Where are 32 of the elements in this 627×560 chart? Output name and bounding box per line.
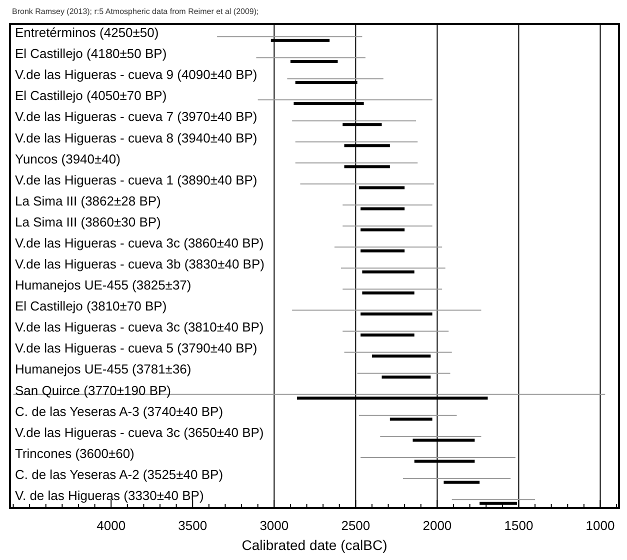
y-tick-label: V.de las Higueras - cueva 3c (3860±40 BP) — [15, 235, 264, 250]
y-tick-label: V.de las Higueras - cueva 5 (3790±40 BP) — [15, 340, 258, 356]
x-tick-label: 3500 — [178, 518, 208, 533]
x-axis-title: Calibrated date (calBC) — [242, 537, 388, 553]
y-tick-label: La Sima III (3860±30 BP) — [15, 214, 161, 230]
y-tick-label: Humanejos UE-455 (3825±37) — [15, 278, 192, 293]
x-tick-label: 1000 — [586, 518, 615, 533]
y-tick-label: V.de las Higueras - cueva 3b (3830±40 BP) — [15, 256, 264, 272]
y-tick-label: Yuncos (3940±40) — [15, 151, 120, 166]
y-tick-label: V.de las Higueras - cueva 8 (3940±40 BP) — [15, 130, 258, 146]
y-tick-label: V.de las Higueras - cueva 1 (3890±40 BP) — [15, 172, 258, 188]
y-tick-label: V. de las Higueras (3330±40 BP) — [15, 488, 204, 504]
chart-title: Bronk Ramsey (2013); r:5 Atmospheric data from Reimer et al (2009); — [12, 7, 259, 16]
y-tick-label: Humanejos UE-455 (3781±36) — [15, 362, 192, 377]
x-tick-label: 2500 — [341, 518, 370, 533]
y-tick-label: La Sima III (3862±28 BP) — [15, 193, 161, 208]
y-tick-label: El Castillejo (3810±70 BP) — [15, 298, 167, 314]
y-tick-label: Trincones (3600±60) — [15, 446, 134, 461]
y-tick-label: V.de las Higueras - cueva 9 (4090±40 BP) — [15, 67, 258, 82]
x-tick-label: 4000 — [96, 518, 126, 533]
y-tick-label: El Castillejo (4180±50 BP) — [15, 46, 167, 62]
y-tick-label: V.de las Higueras - cueva 7 (3970±40 BP) — [15, 109, 258, 124]
y-tick-label: El Castillejo (4050±70 BP) — [15, 88, 167, 104]
y-tick-label: C. de las Yeseras A-3 (3740±40 BP) — [15, 404, 224, 419]
x-tick-label: 2000 — [422, 518, 452, 533]
y-tick-label: V.de las Higueras - cueva 3c (3810±40 BP) — [15, 320, 264, 335]
y-tick-label: Entretérminos (4250±50) — [15, 25, 159, 40]
x-tick-label: 3000 — [260, 518, 289, 533]
y-tick-label: San Quirce (3770±190 BP) — [15, 382, 171, 398]
x-tick-label: 1500 — [504, 518, 534, 533]
y-tick-label: V.de las Higueras - cueva 3c (3650±40 BP) — [15, 424, 264, 440]
y-tick-label: C. de las Yeseras A-2 (3525±40 BP) — [15, 466, 224, 482]
